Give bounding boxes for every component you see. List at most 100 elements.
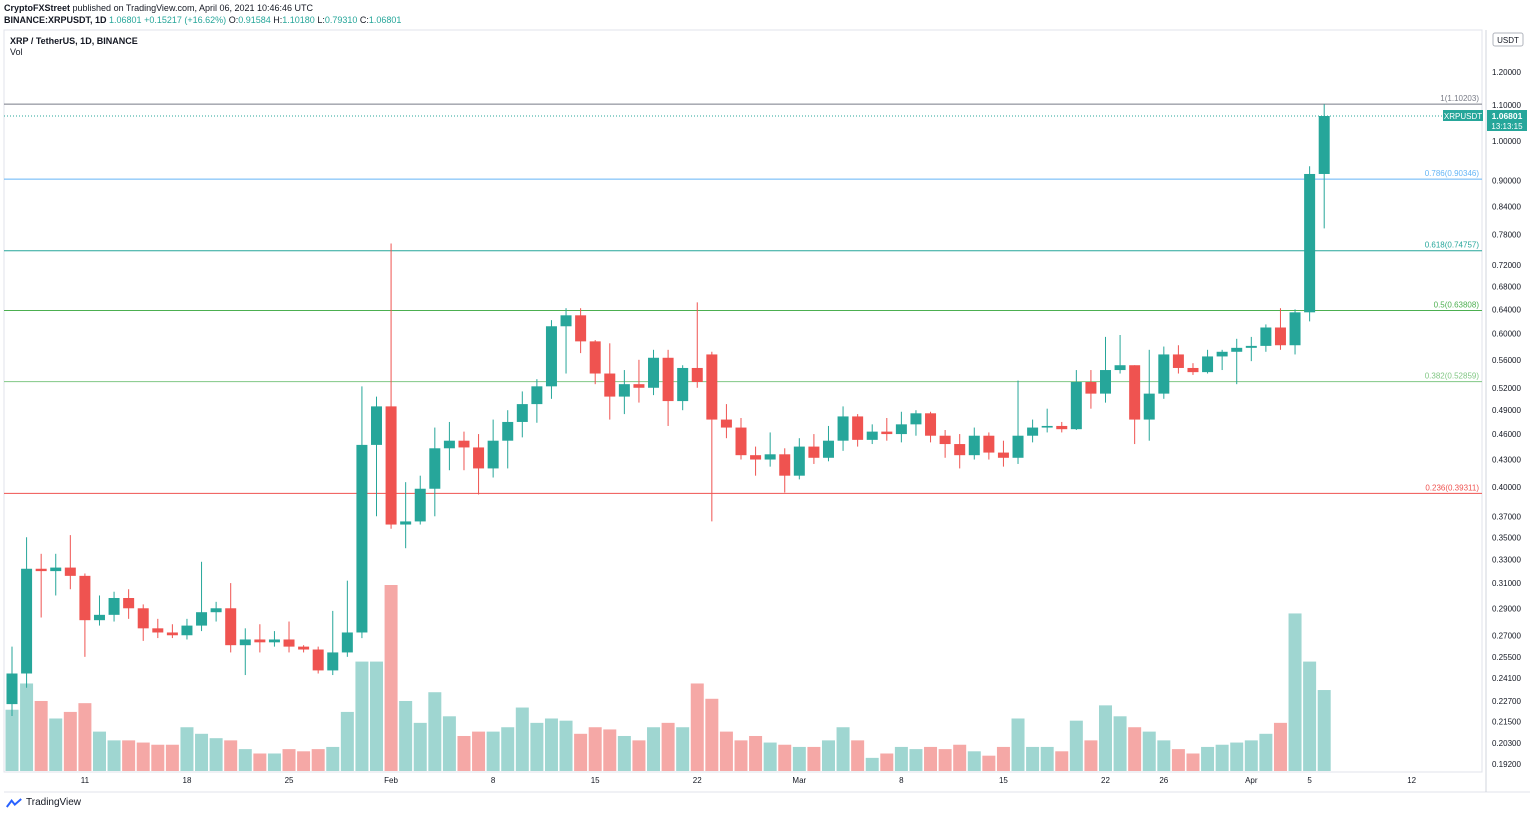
candle xyxy=(283,621,295,653)
candle xyxy=(779,448,791,493)
candle xyxy=(1114,334,1126,374)
volume-bar xyxy=(34,700,48,771)
y-tick-label: 0.46000 xyxy=(1492,430,1521,439)
candle xyxy=(516,391,528,438)
y-tick-label: 0.33000 xyxy=(1492,555,1521,564)
y-tick-label: 0.84000 xyxy=(1492,203,1521,212)
volume-bar xyxy=(1201,746,1215,771)
x-tick-label: 15 xyxy=(999,776,1008,785)
volume-bar xyxy=(1099,705,1112,771)
candle xyxy=(662,349,674,426)
y-tick-label: 0.49000 xyxy=(1492,406,1521,415)
volume-bar xyxy=(996,746,1010,771)
candle xyxy=(1245,336,1257,362)
candle xyxy=(123,589,135,619)
volume-bar xyxy=(807,746,821,771)
candle xyxy=(560,308,572,374)
fib-label: 0.382(0.52859) xyxy=(1425,372,1480,381)
candle xyxy=(1085,370,1097,409)
volume-bar xyxy=(1142,731,1156,771)
volume-bar xyxy=(851,740,865,771)
volume-bar xyxy=(982,755,996,771)
price-axis[interactable]: USDT 1.20000 1.10000 1.00000 0.90000 0.84000… xyxy=(1492,32,1524,769)
last-price: 1.06801 xyxy=(109,15,142,25)
tradingview-brand: TradingView xyxy=(26,797,82,808)
candle xyxy=(1260,324,1272,352)
candle xyxy=(954,434,966,469)
fib-label: 0.618(0.74757) xyxy=(1425,241,1480,250)
y-tick-label: 0.27000 xyxy=(1492,631,1521,640)
currency-label: USDT xyxy=(1497,36,1519,45)
price-label-countdown: 13:13:15 xyxy=(1491,122,1523,131)
y-tick-label: 0.90000 xyxy=(1492,177,1521,186)
volume-bar xyxy=(486,731,500,771)
volume-bar xyxy=(1273,722,1287,771)
volume-bar xyxy=(5,709,19,771)
candle xyxy=(298,645,310,653)
volume-bar xyxy=(282,749,296,771)
volume-bar xyxy=(938,749,952,771)
candle xyxy=(473,434,485,495)
y-tick-label: 1.10000 xyxy=(1492,101,1521,110)
low-label: L: xyxy=(317,15,325,25)
candle xyxy=(1056,421,1068,433)
open-value: 0.91584 xyxy=(238,15,271,25)
price-label-value: 1.06801 xyxy=(1492,111,1523,121)
volume-bar xyxy=(924,746,938,771)
candle xyxy=(604,343,616,420)
volume-bar xyxy=(1259,733,1273,771)
volume-bar xyxy=(1317,690,1331,771)
candle xyxy=(1289,309,1301,355)
candle xyxy=(735,418,747,460)
candle xyxy=(196,561,208,632)
volume-bar xyxy=(1055,751,1069,771)
candle xyxy=(414,475,426,525)
y-tick-label: 0.29000 xyxy=(1492,604,1521,613)
candle xyxy=(1231,338,1243,385)
volume-bar xyxy=(734,740,748,771)
candle xyxy=(1012,380,1024,464)
volume-bar xyxy=(326,746,340,771)
candle xyxy=(633,359,645,403)
candle xyxy=(648,349,660,396)
candle xyxy=(1129,365,1141,445)
symbol-legend: XRP / TetherUS, 1D, BINANCE xyxy=(10,36,138,46)
candle xyxy=(1216,349,1228,371)
x-tick-label: 11 xyxy=(81,776,90,785)
volume-bar xyxy=(1084,740,1098,771)
tradingview-footer[interactable]: TradingView xyxy=(6,797,81,808)
y-tick-label: 0.60000 xyxy=(1492,330,1521,339)
volume-bar xyxy=(501,727,515,771)
volume-bar xyxy=(792,746,806,771)
close-label: C: xyxy=(359,15,369,25)
volume-bar xyxy=(1011,718,1025,771)
volume-bar xyxy=(953,744,967,771)
volume-bar xyxy=(1040,746,1054,771)
publish-info: CryptoFXStreet published on TradingView.… xyxy=(4,3,313,13)
candle xyxy=(6,646,18,717)
volume-bar xyxy=(151,744,165,771)
candle xyxy=(1100,336,1111,403)
volume-bar xyxy=(1288,613,1302,771)
volume-bar xyxy=(1230,742,1244,771)
volume-bar xyxy=(297,751,311,771)
x-tick-label: 22 xyxy=(693,776,702,785)
y-tick-label: 0.64000 xyxy=(1492,305,1521,314)
time-axis[interactable]: 11 18 25 Feb 8 15 22 Mar 8 15 22 26 Apr 5 12 xyxy=(81,776,1417,785)
volume-bar xyxy=(180,727,194,771)
volume-bar xyxy=(457,735,471,771)
candle xyxy=(852,414,864,447)
volume-bar xyxy=(574,733,588,771)
candle xyxy=(881,418,893,441)
volume-bar xyxy=(78,703,92,771)
candle xyxy=(822,425,834,462)
candle xyxy=(1158,346,1170,399)
y-tick-label: 0.72000 xyxy=(1492,261,1521,270)
close-value: 1.06801 xyxy=(368,15,402,25)
fib-label: 0.5(0.63808) xyxy=(1434,301,1480,310)
volume-bar xyxy=(530,722,544,771)
volume-bar xyxy=(1186,753,1200,771)
candle xyxy=(531,379,543,423)
candle xyxy=(79,573,91,657)
